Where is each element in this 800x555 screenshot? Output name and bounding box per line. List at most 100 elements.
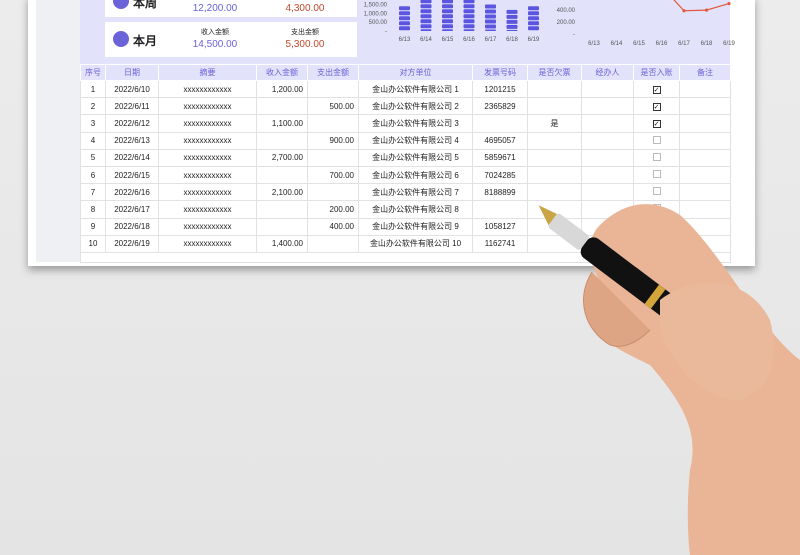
booked-checkbox[interactable] [652,170,661,179]
table-cell[interactable]: 2022/6/10 [105,79,159,99]
table-cell[interactable]: 8188899 [472,183,528,202]
booked-checkbox[interactable]: ✓ [652,119,661,128]
table-cell[interactable]: 2022/6/16 [105,183,159,202]
bar-segment [442,19,453,24]
booked-checkbox[interactable]: ✓ [652,102,661,111]
table-cell[interactable]: 5859671 [472,148,528,167]
table-cell[interactable]: 1201215 [472,79,528,99]
table-cell[interactable]: 1,100.00 [256,114,308,133]
month-expense-label: 支出金额 [291,28,319,36]
column-header[interactable]: 对方单位 [358,64,473,81]
table-cell[interactable]: 金山办公软件有限公司 4 [358,131,473,150]
table-cell[interactable] [256,165,308,185]
bar-chart: - 500.00 1,000.00 1,500.00 6/13 6/14 6/15 6/16 6… [364,0,540,43]
bar-segment [506,24,518,29]
table-cell[interactable]: ✓ [633,97,680,116]
bar-segment [420,4,432,9]
bar-segment [528,26,539,31]
y-tick-label: 500.00 [369,20,388,26]
table-cell[interactable]: 金山办公软件有限公司 2 [358,97,473,116]
dashboard-panel: 本周 12,200.00 4,300.00 本月 收入金额 支出金额 14,50… [80,0,735,64]
table-cell[interactable]: ✓ [633,114,680,133]
table-cell[interactable]: 4695057 [472,131,528,150]
table-cell[interactable]: 金山办公软件有限公司 6 [358,165,473,185]
table-cell[interactable]: 1162741 [472,234,528,253]
table-cell[interactable]: 2022/6/19 [105,234,159,253]
column-header[interactable]: 是否欠票 [527,64,582,81]
table-cell[interactable]: 4 [80,131,106,150]
table-cell[interactable]: 7024285 [472,165,528,185]
table-cell[interactable] [679,79,731,99]
booked-checkbox[interactable] [652,135,661,144]
bar-segment [442,29,453,31]
x-tick-label: 6/18 [506,37,518,43]
table-cell[interactable]: 金山办公软件有限公司 3 [358,114,473,133]
table-cell[interactable] [527,165,582,185]
table-cell[interactable]: 900.00 [307,131,359,150]
table-cell[interactable]: 2365829 [472,97,528,116]
table-cell[interactable]: 400.00 [307,217,359,236]
table-cell[interactable]: 700.00 [307,165,359,185]
table-cell[interactable] [527,200,582,219]
table-cell[interactable] [307,234,359,253]
bar-segment [399,11,410,16]
table-cell[interactable]: 2022/6/14 [105,148,159,167]
table-cell[interactable]: 金山办公软件有限公司 1 [358,79,473,99]
table-cell[interactable] [527,79,582,99]
booked-checkbox[interactable] [652,187,661,196]
table-cell[interactable]: xxxxxxxxxxxx [158,131,257,150]
column-header[interactable]: 经办人 [581,64,634,81]
table-cell[interactable] [581,148,634,167]
table-cell[interactable] [527,131,582,150]
table-cell[interactable]: 金山办公软件有限公司 10 [358,234,473,253]
table-cell[interactable]: xxxxxxxxxxxx [158,200,257,219]
table-cell[interactable]: ✓ [633,79,680,99]
bar-segment [463,14,475,19]
bar-segment [420,19,432,24]
data-point [682,9,686,13]
column-header[interactable]: 是否入账 [633,64,680,81]
table-cell[interactable]: 2022/6/12 [105,114,159,133]
table-cell[interactable]: 1,200.00 [256,79,308,99]
table-cell[interactable] [581,183,634,202]
table-cell[interactable] [679,183,731,202]
table-cell[interactable]: 6 [80,165,106,185]
table-row: 7 2022/6/16 xxxxxxxxxxxx 2,100.00 金山办公软件有限公司… [80,183,731,202]
table-cell[interactable]: xxxxxxxxxxxx [158,79,257,99]
bar-segment [485,4,496,9]
column-header[interactable]: 摘要 [158,64,257,81]
table-cell[interactable]: 10 [80,234,106,253]
table-cell[interactable] [679,148,731,167]
table-cell[interactable] [256,217,308,236]
table-cell[interactable] [679,114,731,133]
table-cell[interactable] [256,131,308,150]
bar-segment [485,24,496,29]
table-cell[interactable]: 2022/6/11 [105,97,159,116]
column-header[interactable]: 备注 [679,64,731,81]
bar-segment [420,14,432,19]
table-cell[interactable]: 2,100.00 [256,183,308,202]
bar-segment [485,29,496,31]
y-tick-label: - [385,29,387,35]
table-cell[interactable] [633,131,680,150]
column-header[interactable]: 支出金额 [307,64,359,81]
table-cell[interactable] [527,97,582,116]
table-cell[interactable] [633,183,680,202]
week-summary-card: 本周 12,200.00 4,300.00 [105,0,357,17]
table-row: 6 2022/6/15 xxxxxxxxxxxx 700.00 金山办公软件有限公司 6… [80,165,731,185]
table-cell[interactable] [679,165,731,185]
table-cell[interactable] [256,97,308,116]
thumb [660,282,774,400]
table-cell[interactable]: 金山办公软件有限公司 9 [358,217,473,236]
table-cell[interactable]: 8 [80,200,106,219]
table-cell[interactable] [527,183,582,202]
table-cell[interactable] [307,183,359,202]
booked-checkbox[interactable]: ✓ [652,85,661,94]
booked-checkbox[interactable] [652,152,661,161]
bar-segment [506,14,518,19]
y-tick-label: 1,000.00 [364,11,388,17]
table-cell[interactable]: xxxxxxxxxxxx [158,234,257,253]
table-cell[interactable]: 1,400.00 [256,234,308,253]
table-cell[interactable] [581,165,634,185]
table-cell[interactable]: 1058127 [472,217,528,236]
